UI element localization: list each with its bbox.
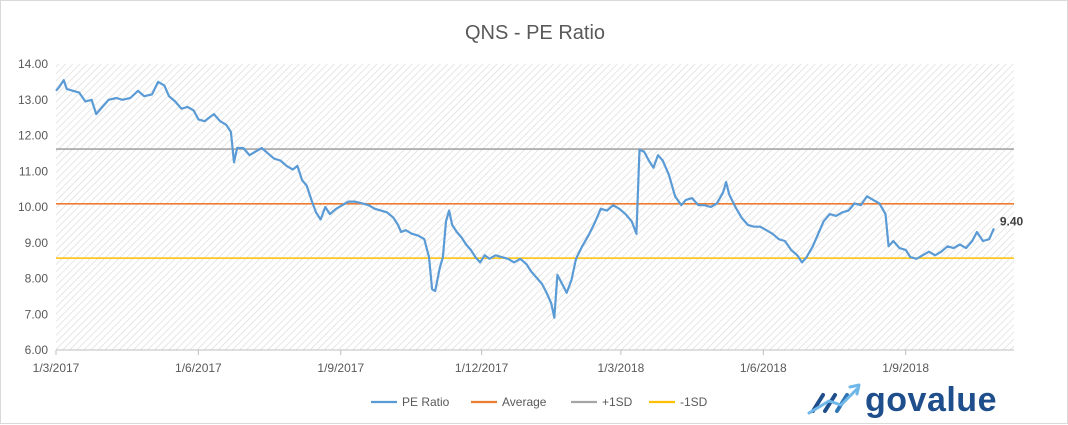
x-tick-label: 1/6/2018 [740,361,787,375]
x-tick-label: 1/6/2017 [175,361,222,375]
y-tick-label: 8.00 [25,272,49,286]
x-axis: 1/3/2017 1/6/2017 1/9/2017 1/12/2017 1/3/201… [33,349,1014,375]
y-tick-label: 6.00 [25,343,49,357]
legend: PE Ratio Average +1SD -1SD [371,395,708,409]
series-line-pe-ratio [55,79,995,319]
y-tick-label: 10.00 [18,200,48,214]
y-tick-label: 9.00 [25,236,49,250]
series-layer [55,79,995,319]
y-tick-label: 13.00 [18,93,48,107]
legend-label-average: Average [502,395,547,409]
x-tick-label: 1/3/2017 [33,361,80,375]
y-tick-label: 11.00 [19,164,48,178]
y-tick-label: 7.00 [25,307,49,321]
y-tick-label: 12.00 [18,129,48,143]
govalue-logo: govalue [807,381,997,419]
logo-mark-icon [807,383,861,415]
legend-label-pe-ratio: PE Ratio [402,395,450,409]
annotation-layer: 9.40 [1000,214,1024,228]
x-tick-label: 1/9/2017 [317,361,364,375]
y-tick-label: 14.00 [18,57,48,71]
x-tick-label: 1/12/2017 [455,361,509,375]
chart-title: QNS - PE Ratio [465,22,605,44]
x-tick-label: 1/9/2018 [882,361,929,375]
x-tick-label: 1/3/2018 [598,361,645,375]
logo-wordmark: govalue [865,381,997,419]
legend-label-1sd: -1SD [680,395,708,409]
y-axis: 6.00 7.00 8.00 9.00 10.00 11.00 12.00 13.00 14.0… [18,57,48,357]
last-value-label: 9.40 [1000,214,1024,228]
plot-area-background [56,64,1014,350]
legend-label-plus-1sd: +1SD [602,395,633,409]
